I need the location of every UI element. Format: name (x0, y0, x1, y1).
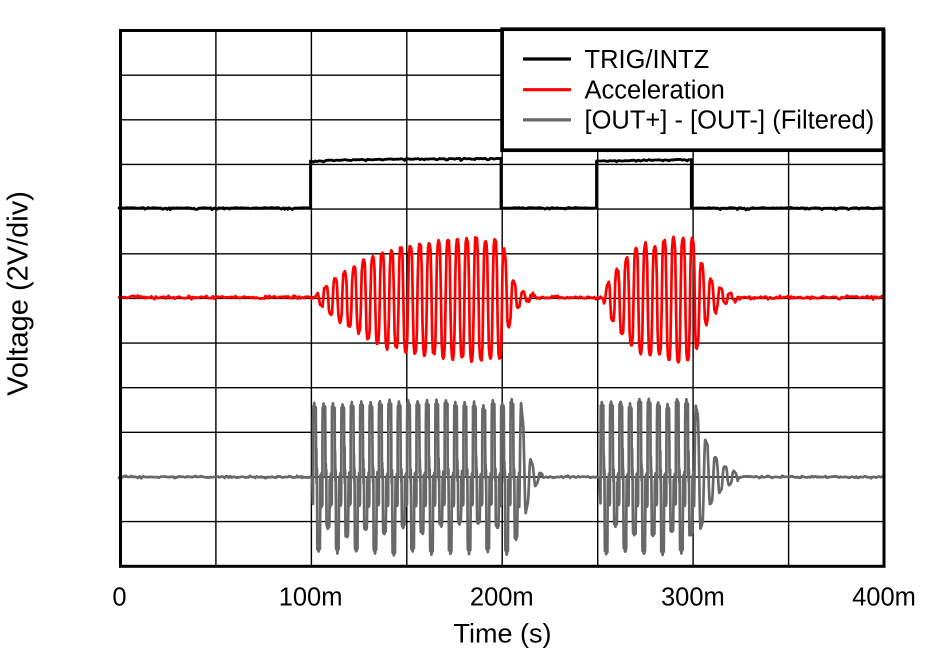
svg-text:200m: 200m (470, 584, 534, 612)
svg-text:[OUT+] - [OUT-] (Filtered): [OUT+] - [OUT-] (Filtered) (585, 107, 875, 135)
svg-text:TRIG/INTZ: TRIG/INTZ (585, 46, 710, 74)
svg-text:400m: 400m (852, 584, 916, 612)
svg-text:100m: 100m (279, 584, 343, 612)
svg-text:0: 0 (112, 584, 126, 612)
svg-text:Voltage (2V/div): Voltage (2V/div) (2, 191, 34, 396)
svg-text:Acceleration: Acceleration (585, 77, 725, 105)
svg-text:300m: 300m (661, 584, 725, 612)
svg-text:Time (s): Time (s) (454, 619, 552, 649)
